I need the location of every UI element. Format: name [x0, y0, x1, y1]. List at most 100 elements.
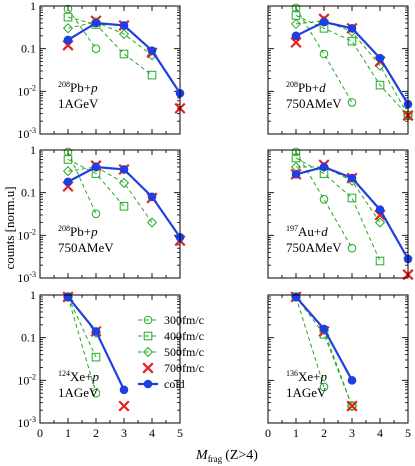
x-tick-label: 4: [149, 426, 155, 440]
legend-entry-700: 700fm/c: [142, 361, 204, 375]
point-400: [63, 12, 73, 22]
y-tick-label: 10-3: [17, 270, 36, 285]
reaction-label-mass: 124: [58, 369, 70, 378]
series-line-cold: [295, 296, 353, 381]
point-400: [63, 155, 73, 164]
point-cold: [347, 376, 357, 385]
y-tick-label-exp: -3: [29, 126, 36, 135]
point-400: [375, 256, 385, 266]
series-line-300: [67, 296, 97, 394]
point-700: [346, 400, 358, 412]
x-tick-label: 2: [321, 426, 327, 440]
point-cold: [63, 177, 73, 187]
point-cold: [63, 35, 73, 45]
x-tick-label: 0: [37, 426, 43, 440]
point-cold: [291, 31, 301, 41]
point-300: [319, 49, 329, 59]
y-tick-label-base: 10: [17, 416, 29, 430]
reaction-label-projectile: p: [92, 369, 100, 384]
point-cold: [347, 24, 357, 33]
series-line-300: [295, 296, 325, 388]
legend-marker-400: [143, 331, 153, 341]
y-tick-label: 10-2: [17, 83, 36, 98]
series-300: [291, 147, 357, 253]
legend-entry-cold: cold: [138, 377, 185, 391]
point-400: [291, 153, 301, 163]
series-line-300: [67, 151, 97, 214]
reaction-label: 208Pb+p: [58, 80, 98, 95]
x-tick-label: 3: [121, 426, 127, 440]
point-cold: [319, 162, 329, 172]
reaction-label-mass: 208: [58, 80, 70, 89]
reaction-energy-label: 750AMeV: [286, 96, 342, 111]
point-700-stroke-b: [290, 36, 302, 49]
y-tick-label-base: 10: [17, 373, 29, 387]
legend-entry-400: 400fm/c: [138, 329, 204, 343]
panel-frame: [39, 294, 181, 424]
panel-frame: [267, 294, 409, 424]
x-axis-label-main: M: [195, 448, 209, 463]
point-500: [118, 177, 130, 188]
reaction-label-target: Xe+: [298, 369, 321, 384]
reaction-label-target: Pb+: [70, 80, 91, 95]
point-cold: [347, 173, 357, 183]
series-line-300: [295, 151, 353, 249]
y-tick-label: 1: [30, 0, 36, 13]
reaction-energy-label: 750AMeV: [286, 240, 342, 255]
reaction-label: 136Xe+p: [286, 369, 328, 384]
reaction-label-target: Pb+: [70, 224, 91, 239]
series-line-400: [295, 15, 409, 116]
series-line-400: [295, 157, 381, 262]
legend-label-700: 700fm/c: [164, 361, 204, 375]
reaction-label-target: Xe+: [70, 369, 93, 384]
y-tick-label-exp: -3: [29, 270, 36, 279]
point-700-stroke-b: [346, 400, 358, 412]
y-tick-label-base: 10: [17, 228, 29, 242]
panel-frame: [39, 5, 181, 135]
series-line-400: [67, 16, 153, 76]
point-cold: [147, 46, 157, 55]
point-300: [319, 194, 329, 204]
y-tick-label: 10-3: [17, 126, 36, 141]
point-300: [91, 388, 101, 398]
series-400: [63, 292, 101, 362]
x-axis-label-suffix: (Z>4): [225, 448, 258, 463]
point-cold: [375, 205, 385, 214]
reaction-energy-label: 750AMeV: [58, 240, 114, 255]
legend-label-300: 300fm/c: [164, 313, 204, 327]
reaction-label: 124Xe+p: [58, 369, 100, 384]
series-cold: [291, 292, 357, 385]
reaction-label: 208Pb+p: [58, 224, 98, 239]
point-300: [291, 147, 301, 157]
reaction-energy-label: 1AGeV: [286, 385, 327, 400]
reaction-label-projectile: p: [320, 369, 328, 384]
point-700: [290, 36, 302, 49]
y-tick-label: 10-3: [17, 415, 36, 430]
point-500: [374, 217, 386, 228]
legend-marker-700-stroke-b: [142, 362, 154, 374]
point-400: [119, 201, 129, 211]
reaction-energy-label: 1AGeV: [58, 96, 99, 111]
y-tick-label: 10-2: [17, 372, 36, 387]
point-400: [147, 70, 157, 80]
y-tick-label: 0.1: [21, 186, 36, 200]
x-tick-label: 4: [377, 426, 383, 440]
point-400: [347, 36, 357, 46]
y-tick-label: 1: [30, 143, 36, 157]
y-tick-label-base: 10: [17, 127, 29, 141]
y-tick-label-exp: -3: [29, 415, 36, 424]
point-cold: [91, 18, 101, 28]
point-300: [347, 98, 357, 107]
legend-marker-300: [143, 315, 153, 325]
y-tick-label-exp: -2: [29, 83, 36, 92]
legend-label-cold: cold: [164, 377, 185, 391]
point-cold: [319, 324, 329, 334]
y-tick-label: 10-2: [17, 227, 36, 242]
y-tick-label-exp: -2: [29, 372, 36, 381]
x-tick-label: 1: [293, 426, 299, 440]
x-axis-label-sub: frag: [208, 454, 223, 464]
